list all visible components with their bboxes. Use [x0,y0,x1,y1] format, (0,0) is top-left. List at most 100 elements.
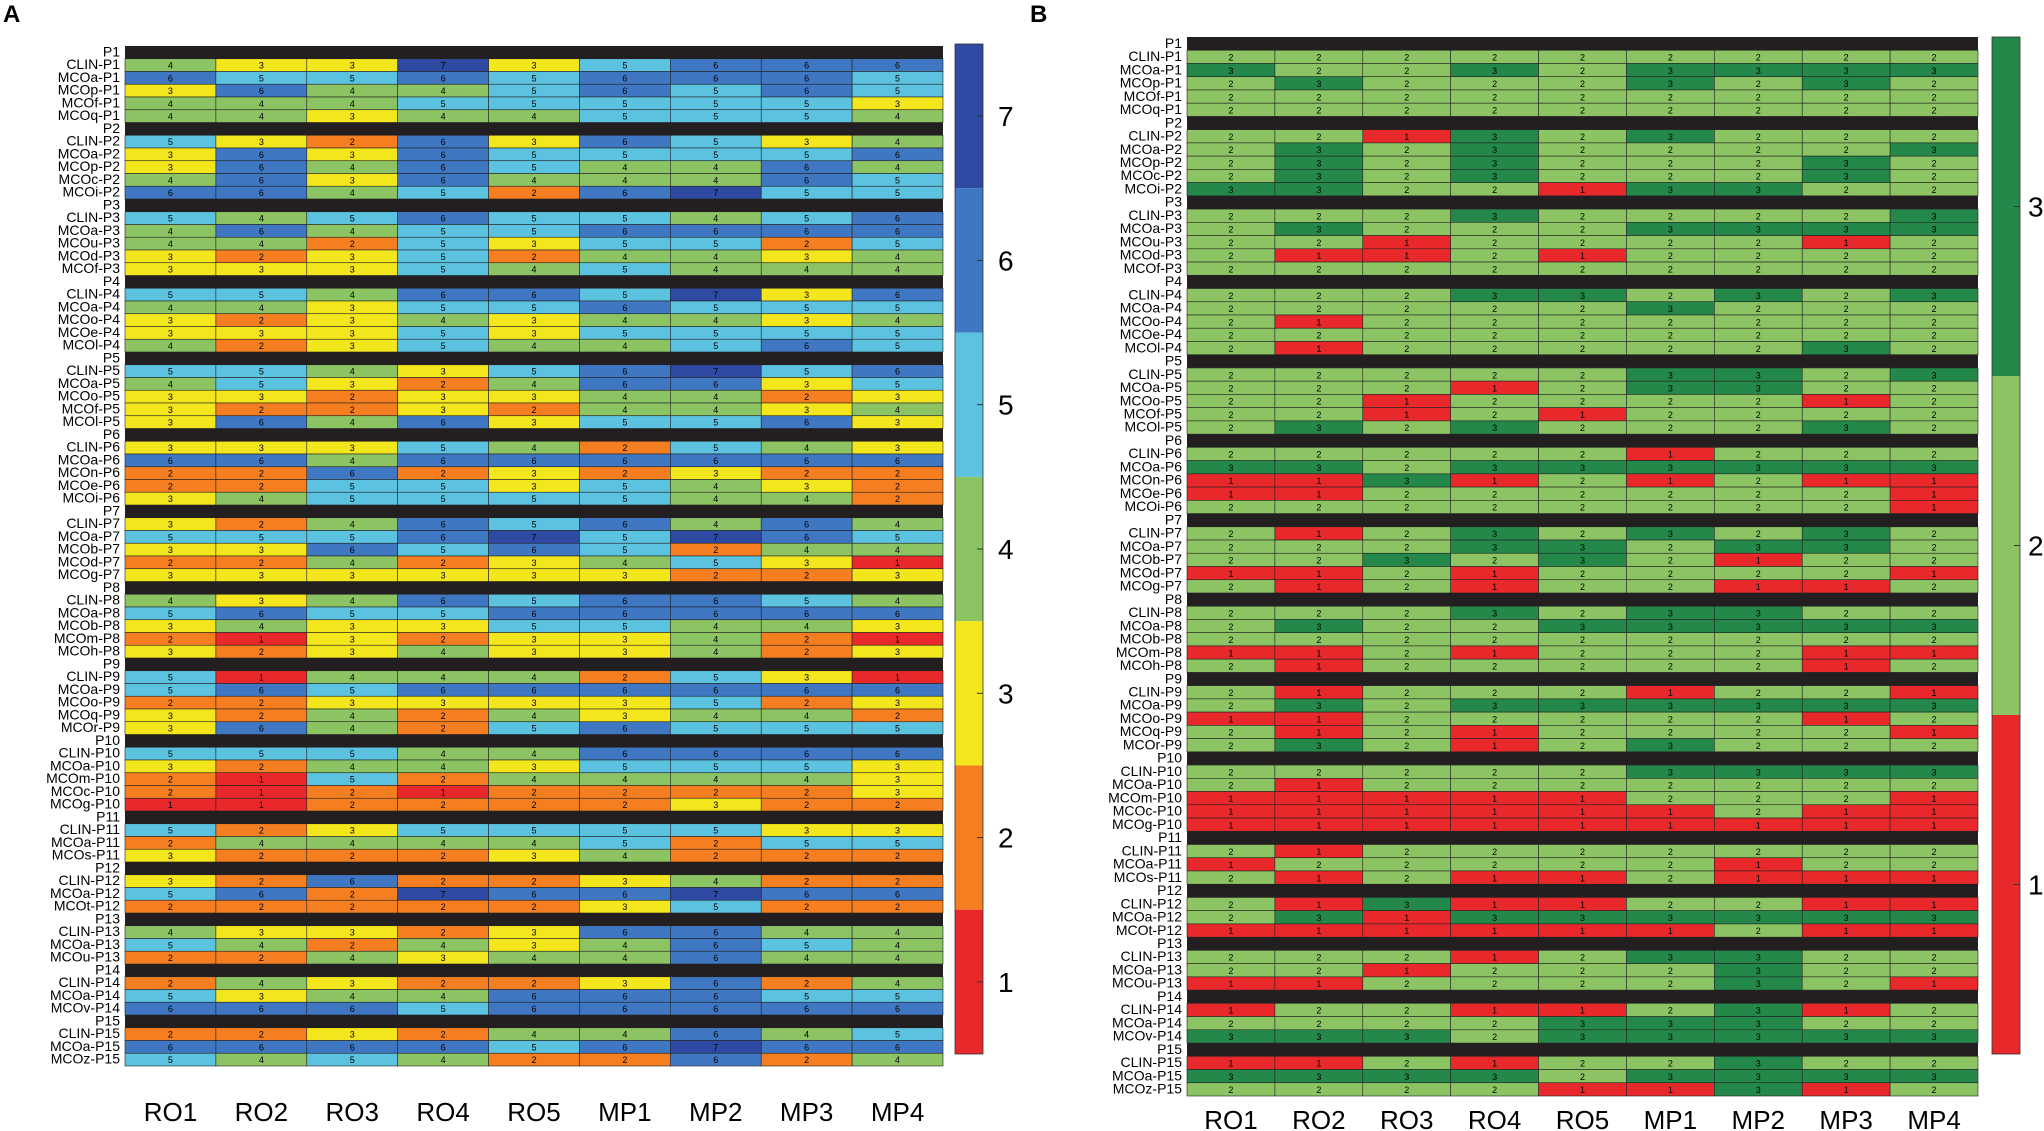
cell-value: 1 [895,634,900,644]
cell-value: 3 [1580,542,1585,552]
column-label: MP1 [1644,1105,1697,1131]
cell-value: 2 [1492,1085,1497,1095]
cell-value: 1 [1228,1006,1233,1016]
row-label: CLIN-P7 [1128,525,1182,541]
cell-value: 3 [168,328,173,338]
cell-value: 2 [1756,79,1761,89]
cell-value: 3 [1756,542,1761,552]
row-label: CLIN-P12 [1121,895,1183,911]
cell-value: 2 [1580,476,1585,486]
cell-value: 4 [713,392,718,402]
row-label: MCOa-P10 [50,757,120,773]
cell-value: 3 [1756,1059,1761,1069]
cell-value: 2 [259,953,264,963]
cell-value: 2 [1404,582,1409,592]
cell-value: 3 [350,379,355,389]
cell-value: 1 [895,558,900,568]
cell-value: 2 [1580,569,1585,579]
cell-value: 4 [713,622,718,632]
cell-value: 6 [804,609,809,619]
cell-value: 2 [1844,781,1849,791]
cell-value: 2 [1228,582,1233,592]
row-label: MCOv-P14 [51,1000,120,1016]
cell-value: 2 [1668,145,1673,155]
cell-value: 1 [1492,807,1497,817]
cell-value: 4 [350,838,355,848]
cell-value: 2 [1668,781,1673,791]
cell-value: 5 [350,775,355,785]
cell-value: 2 [1932,1059,1937,1069]
cell-value: 5 [531,494,536,504]
group-separator-bar [1187,592,1978,607]
cell-value: 6 [441,596,446,606]
row-label: MCOo-P9 [1120,710,1182,726]
cell-value: 6 [713,226,718,236]
cell-value: 4 [713,877,718,887]
cell-value: 5 [804,838,809,848]
cell-value: 5 [531,724,536,734]
group-label: P3 [103,196,120,212]
cell-value: 2 [804,634,809,644]
cell-value: 2 [804,571,809,581]
cell-value: 1 [1844,1006,1849,1016]
cell-value: 2 [1668,860,1673,870]
cell-value: 3 [1668,132,1673,142]
cell-value: 3 [350,61,355,71]
cell-value: 6 [622,889,627,899]
cell-value: 2 [1844,688,1849,698]
cell-value: 6 [168,1042,173,1052]
cell-value: 1 [1580,251,1585,261]
cell-value: 2 [1580,582,1585,592]
cell-value: 3 [1580,701,1585,711]
cell-value: 4 [804,443,809,453]
cell-value: 2 [1932,132,1937,142]
cell-value: 3 [168,86,173,96]
cell-value: 4 [622,252,627,262]
cell-value: 5 [441,239,446,249]
cell-value: 5 [713,673,718,683]
cell-value: 7 [713,1042,718,1052]
cell-value: 2 [1580,92,1585,102]
cell-value: 2 [1404,714,1409,724]
cell-value: 1 [1932,820,1937,830]
cell-value: 3 [1492,529,1497,539]
cell-value: 1 [1228,569,1233,579]
cell-value: 2 [895,902,900,912]
cell-value: 2 [1580,344,1585,354]
cell-value: 5 [804,991,809,1001]
cell-value: 2 [1228,264,1233,274]
cell-value: 2 [441,851,446,861]
cell-value: 3 [350,112,355,122]
row-label: MCOo-P9 [58,694,120,710]
cell-value: 6 [804,1042,809,1052]
cell-value: 2 [1580,370,1585,380]
cell-value: 1 [1492,476,1497,486]
cell-value: 2 [1756,714,1761,724]
cell-value: 2 [168,1030,173,1040]
cell-value: 1 [1316,317,1321,327]
row-label: MCOt-P12 [54,898,120,914]
row-label: CLIN-P2 [66,133,120,149]
cell-value: 4 [713,252,718,262]
row-label: MCOa-P13 [50,936,120,952]
cell-value: 2 [1404,767,1409,777]
row-label: MCOb-P7 [1120,551,1182,567]
cell-value: 1 [1404,820,1409,830]
cell-value: 3 [1756,370,1761,380]
cell-value: 2 [1668,291,1673,301]
cell-value: 2 [1228,873,1233,883]
cell-value: 5 [531,520,536,530]
cell-value: 4 [622,316,627,326]
cell-value: 2 [1932,106,1937,116]
cell-value: 2 [1404,953,1409,963]
cell-value: 3 [1404,1032,1409,1042]
group-label: P2 [103,120,120,136]
cell-value: 3 [259,328,264,338]
cell-value: 2 [1492,503,1497,513]
cell-value: 2 [1404,489,1409,499]
cell-value: 1 [1492,728,1497,738]
cell-value: 1 [1932,807,1937,817]
cell-value: 3 [1492,211,1497,221]
cell-value: 1 [1844,926,1849,936]
cell-value: 2 [1580,238,1585,248]
